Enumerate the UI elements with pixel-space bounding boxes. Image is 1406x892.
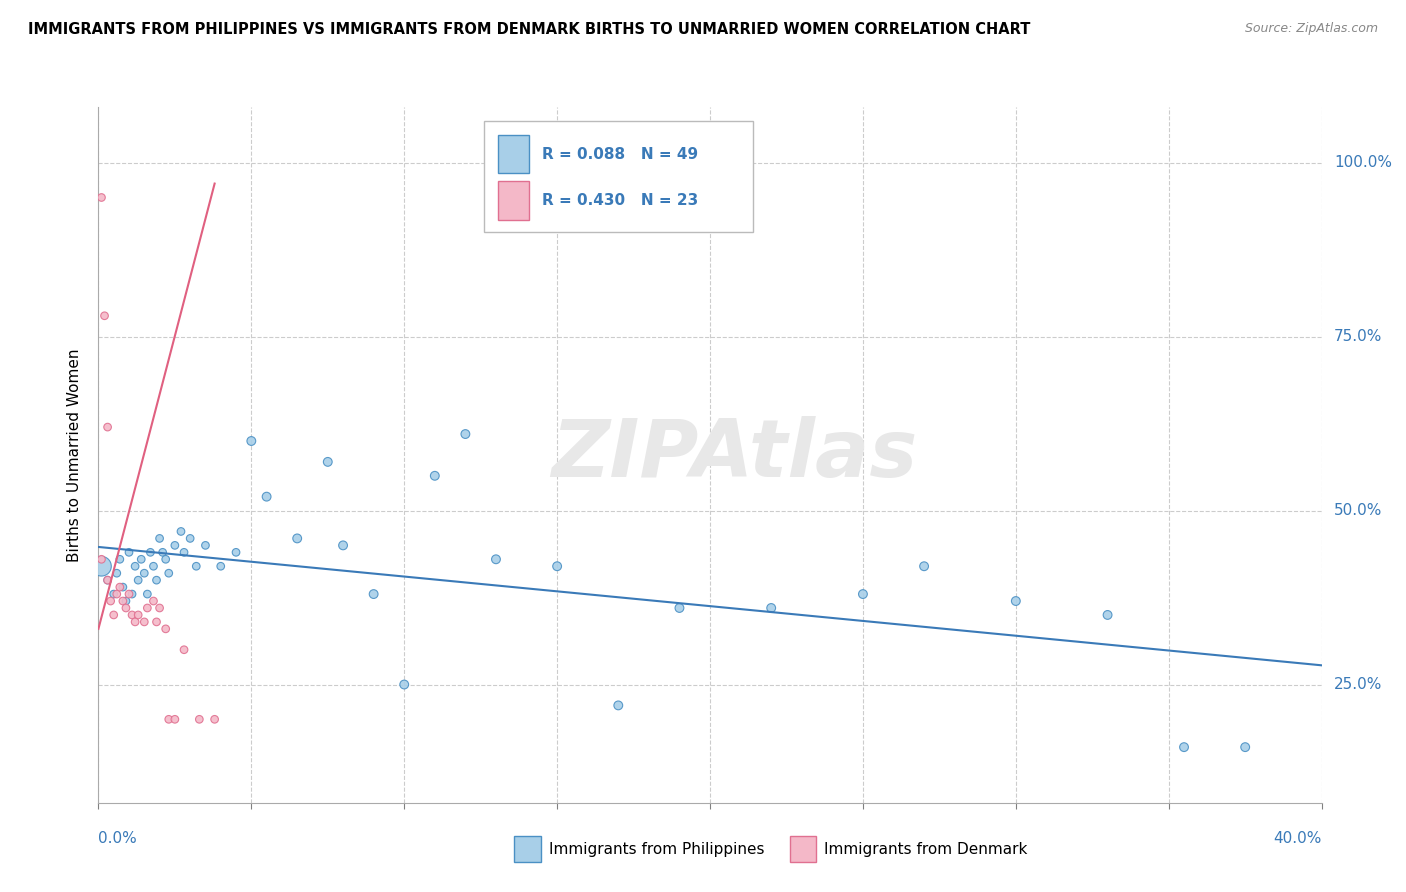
Point (186, 559, 208, 574)
Text: 75.0%: 75.0% (1334, 329, 1382, 344)
Point (759, 601, 782, 615)
Point (225, 545, 247, 559)
Point (124, 559, 146, 574)
Point (485, 552, 508, 566)
FancyBboxPatch shape (790, 836, 817, 862)
Point (136, 601, 159, 615)
Text: 100.0%: 100.0% (1334, 155, 1392, 170)
Point (668, 601, 690, 615)
FancyBboxPatch shape (484, 121, 752, 232)
Point (118, 587, 141, 601)
Point (145, 615, 167, 629)
Point (240, 434, 263, 448)
Text: ZIPAtlas: ZIPAtlas (551, 416, 918, 494)
Point (90, 552, 112, 566)
Point (93, 309, 115, 323)
Point (546, 559, 568, 574)
Point (607, 698, 630, 713)
Text: Immigrants from Philippines: Immigrants from Philippines (548, 842, 763, 857)
Point (256, 490, 278, 504)
Point (105, 587, 128, 601)
Point (149, 601, 172, 615)
Point (111, 594, 134, 608)
Y-axis label: Births to Unmarried Women: Births to Unmarried Women (67, 348, 83, 562)
Point (121, 587, 143, 601)
Point (142, 594, 165, 608)
Point (852, 587, 875, 601)
Point (1004, 594, 1026, 608)
Point (97, 573, 120, 587)
Point (100, 594, 122, 608)
FancyBboxPatch shape (498, 181, 529, 219)
Point (145, 573, 167, 587)
Point (454, 427, 477, 442)
Point (163, 712, 186, 726)
Point (90, 559, 112, 574)
Point (173, 642, 195, 657)
Point (136, 587, 159, 601)
Point (1173, 740, 1195, 755)
Point (139, 545, 162, 559)
Text: Immigrants from Denmark: Immigrants from Denmark (824, 842, 1028, 857)
Point (912, 559, 935, 574)
Point (103, 587, 125, 601)
Point (127, 607, 149, 622)
Point (97, 573, 120, 587)
Point (170, 524, 193, 539)
Point (108, 580, 131, 594)
Point (103, 607, 125, 622)
Point (129, 552, 152, 566)
Point (124, 615, 146, 629)
Point (118, 545, 141, 559)
Point (111, 580, 134, 594)
FancyBboxPatch shape (515, 836, 541, 862)
Point (115, 594, 138, 608)
Text: 50.0%: 50.0% (1334, 503, 1382, 518)
Point (115, 601, 138, 615)
Text: 25.0%: 25.0% (1334, 677, 1382, 692)
Point (134, 615, 156, 629)
Point (1234, 740, 1257, 755)
Point (363, 587, 385, 601)
Point (157, 566, 180, 581)
Point (155, 622, 177, 636)
Point (188, 712, 211, 726)
Point (285, 532, 308, 546)
Point (105, 566, 128, 581)
Point (194, 538, 217, 552)
Point (149, 532, 172, 546)
Point (163, 538, 186, 552)
Point (179, 532, 201, 546)
Point (121, 607, 143, 622)
Point (392, 677, 416, 691)
Text: R = 0.430   N = 23: R = 0.430 N = 23 (543, 193, 699, 208)
Text: Source: ZipAtlas.com: Source: ZipAtlas.com (1244, 22, 1378, 36)
Point (142, 559, 165, 574)
Point (127, 573, 149, 587)
Point (97, 420, 120, 434)
Text: IMMIGRANTS FROM PHILIPPINES VS IMMIGRANTS FROM DENMARK BIRTHS TO UNMARRIED WOMEN: IMMIGRANTS FROM PHILIPPINES VS IMMIGRANT… (28, 22, 1031, 37)
FancyBboxPatch shape (498, 135, 529, 173)
Point (90, 190, 112, 204)
Point (204, 712, 226, 726)
Point (108, 552, 131, 566)
Point (209, 559, 232, 574)
Text: 0.0%: 0.0% (98, 830, 138, 846)
Point (173, 545, 195, 559)
Point (423, 468, 446, 483)
Point (316, 455, 339, 469)
Point (332, 538, 354, 552)
Point (155, 552, 177, 566)
Point (157, 712, 180, 726)
Text: R = 0.088   N = 49: R = 0.088 N = 49 (543, 147, 699, 161)
Text: 40.0%: 40.0% (1274, 830, 1322, 846)
Point (1097, 607, 1119, 622)
Point (152, 545, 174, 559)
Point (134, 566, 156, 581)
